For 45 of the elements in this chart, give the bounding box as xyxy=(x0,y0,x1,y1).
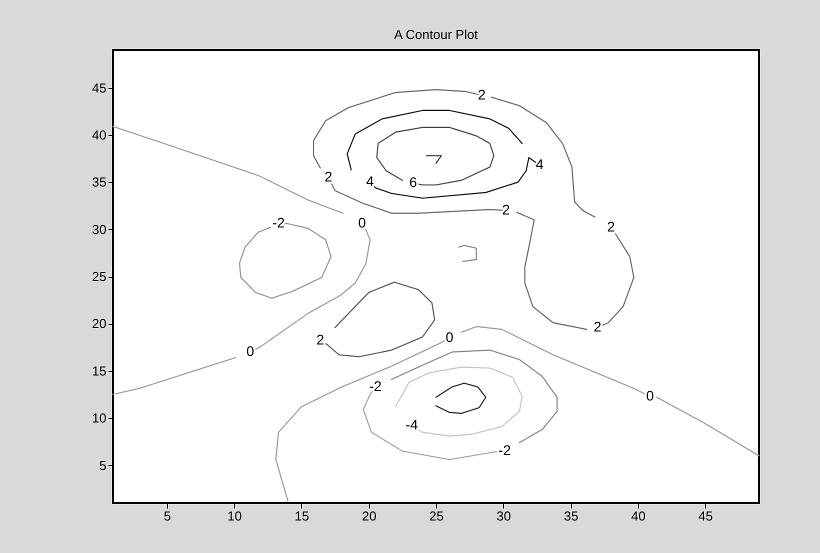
y-tick-label: 30 xyxy=(92,222,106,237)
line-series xyxy=(112,357,236,396)
annotation: 2 xyxy=(316,332,324,348)
annotation: 0 xyxy=(446,328,454,345)
line-series xyxy=(516,212,588,330)
y-tick-label: 20 xyxy=(92,316,106,332)
x-tick-label: 30 xyxy=(496,508,512,524)
y-tick-label: 5 xyxy=(99,458,106,473)
annotation: 2 xyxy=(478,86,486,102)
annotation: 2 xyxy=(502,201,510,218)
annotation: -2 xyxy=(272,214,285,231)
y-tick-label: 45 xyxy=(92,80,106,96)
annotation: 2 xyxy=(607,218,616,234)
x-tick-label: 5 xyxy=(164,508,171,524)
line-series xyxy=(346,110,523,170)
annotation: 4 xyxy=(536,156,544,172)
annotation: -4 xyxy=(406,416,418,433)
x-tick-label: 45 xyxy=(698,508,713,524)
line-series xyxy=(458,244,477,262)
line-series xyxy=(490,96,596,218)
line-series xyxy=(435,382,486,414)
y-tick-label: 35 xyxy=(92,174,106,190)
x-tick-label: 10 xyxy=(227,508,242,524)
x-tick-label: 35 xyxy=(564,508,578,524)
annotation: 4 xyxy=(366,173,374,190)
y-tick-label: 15 xyxy=(92,363,106,378)
line-series xyxy=(395,366,523,437)
line-series xyxy=(390,350,558,444)
x-tick-label: 25 xyxy=(429,508,444,524)
annotation: 0 xyxy=(246,343,254,359)
annotation: 0 xyxy=(358,214,366,231)
line-series xyxy=(112,126,344,214)
annotation: 0 xyxy=(646,387,654,404)
annotation: -2 xyxy=(498,442,512,458)
y-tick-label: 40 xyxy=(92,127,106,142)
chart-title: A Contour Plot xyxy=(394,27,478,42)
x-tick-label: 40 xyxy=(631,508,646,524)
y-tick-label: 25 xyxy=(92,269,106,284)
annotation: 2 xyxy=(324,168,332,184)
annotation: -2 xyxy=(369,378,382,394)
x-tick-label: 20 xyxy=(362,508,376,524)
x-tick-label: 15 xyxy=(294,508,310,524)
y-tick-label: 10 xyxy=(92,410,106,426)
line-series xyxy=(376,126,494,186)
annotation: 2 xyxy=(594,318,602,334)
